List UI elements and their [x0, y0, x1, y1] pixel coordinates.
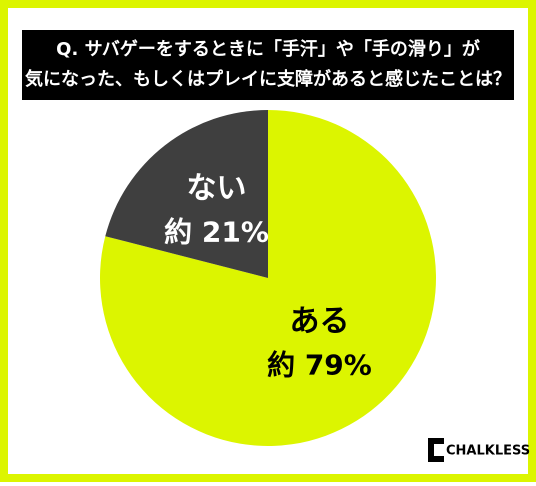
slice-label: ある [289, 304, 349, 339]
value-label: 約 21% [164, 216, 269, 249]
logo-icon [428, 438, 444, 462]
title-band [22, 30, 514, 100]
pie-slice [105, 110, 268, 278]
slice-label: ない [187, 171, 247, 206]
chart-title: 気になった、もしくはプレイに支障があると感じたことは？ [25, 68, 511, 90]
value-label: 約 79% [267, 348, 372, 381]
chart-title: Q. サバゲーをするときに「手汗」や「手の滑り」が [56, 38, 480, 60]
logo-text: CHALKLESS [446, 444, 530, 459]
logo: CHALKLESS [428, 438, 530, 462]
